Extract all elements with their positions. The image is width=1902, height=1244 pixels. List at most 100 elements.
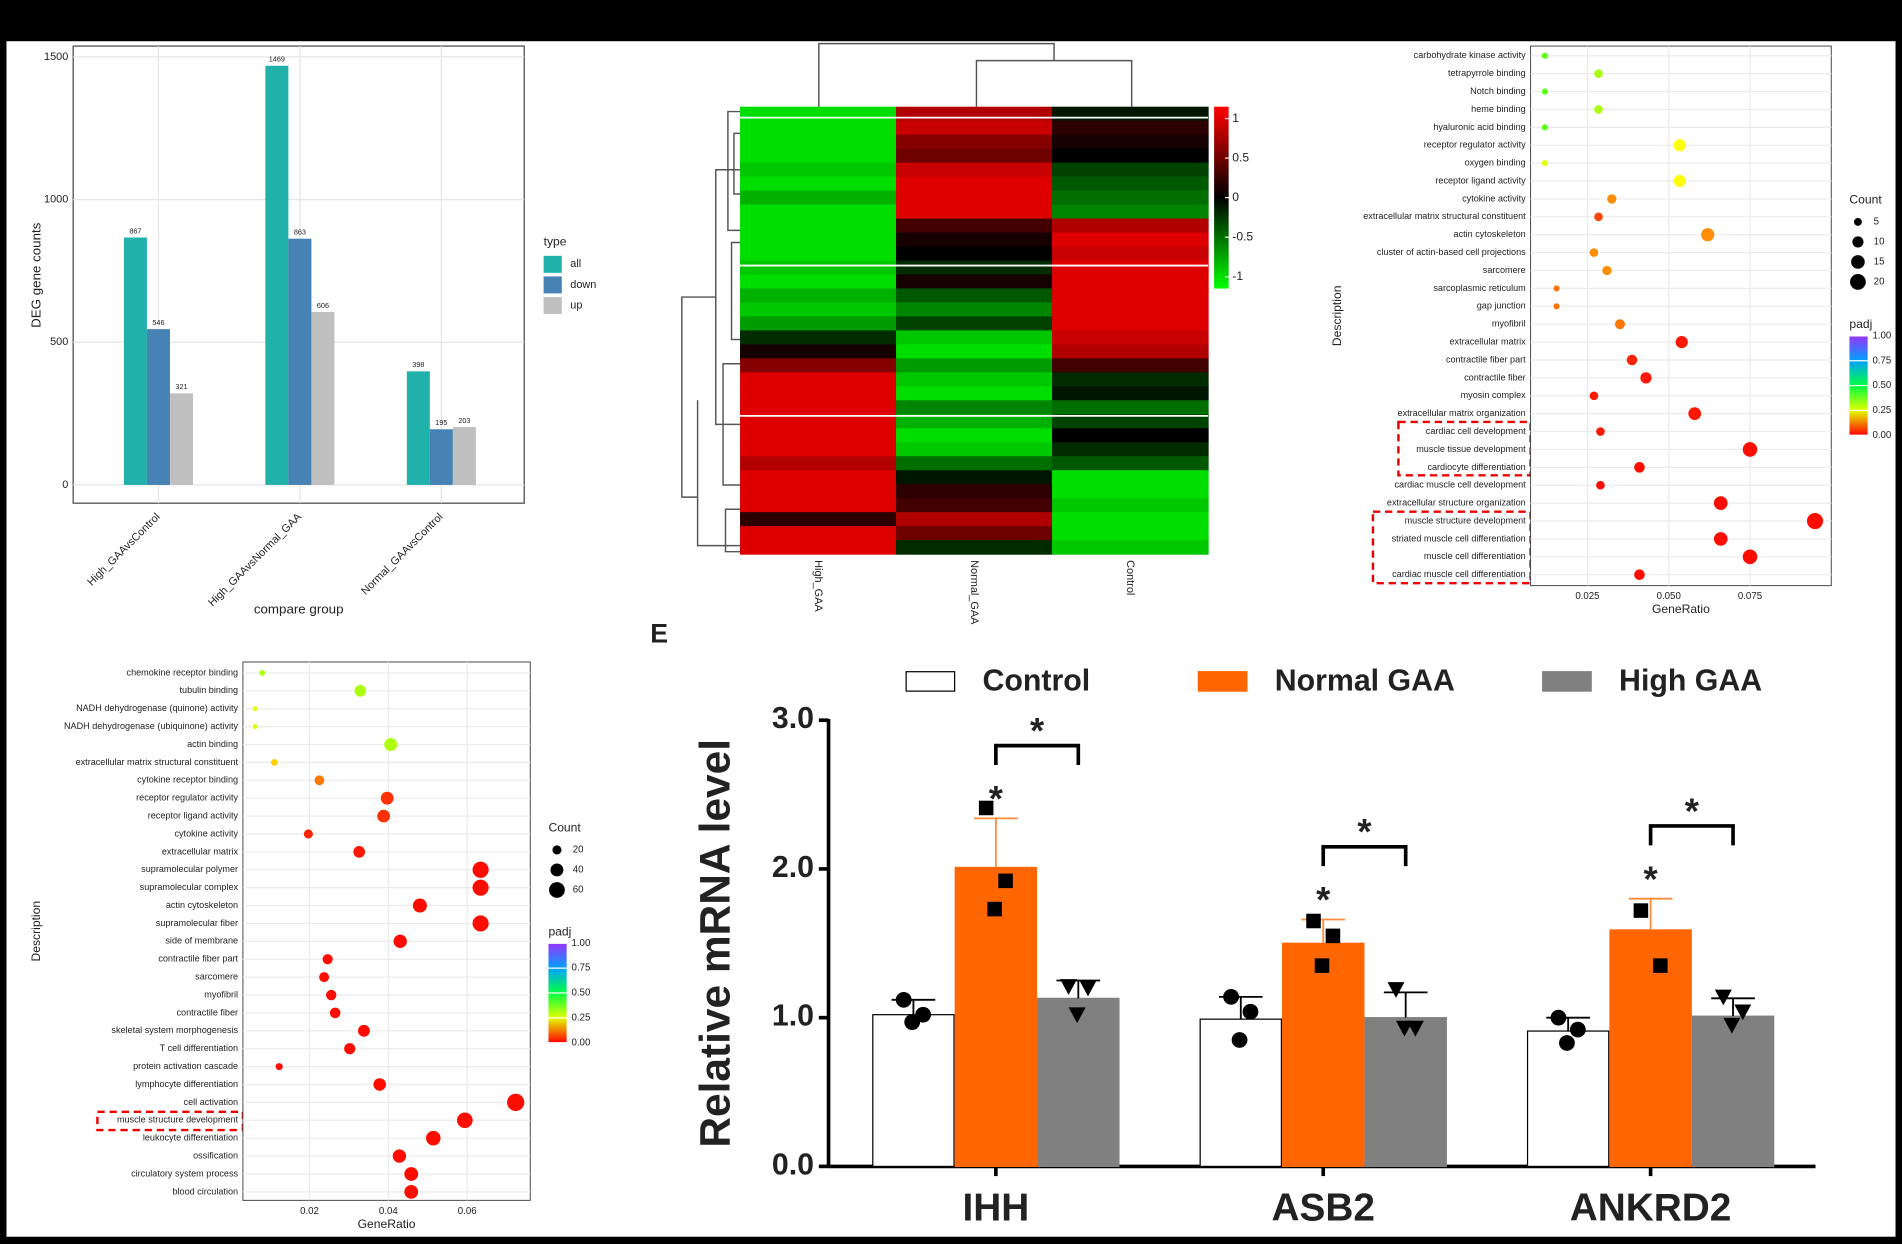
legend-title: type bbox=[544, 235, 567, 249]
x-tick-label: IHH bbox=[962, 1186, 1029, 1229]
heatmap-cell bbox=[896, 484, 1053, 499]
heatmap-cell bbox=[1052, 246, 1209, 262]
legend-title: Count bbox=[548, 820, 581, 834]
data-point bbox=[998, 873, 1013, 889]
bar bbox=[169, 393, 194, 485]
bar bbox=[288, 238, 312, 485]
heatmap-cell bbox=[740, 428, 897, 443]
heatmap-cell bbox=[896, 358, 1053, 373]
dot bbox=[1553, 285, 1560, 292]
dot bbox=[1541, 124, 1548, 131]
y-tick-label: actin cytoskeleton bbox=[1454, 229, 1526, 239]
legend-key bbox=[543, 276, 562, 294]
column-label: Control bbox=[1124, 560, 1136, 595]
dot bbox=[314, 775, 325, 786]
heatmap-cell bbox=[740, 526, 897, 541]
dot bbox=[1614, 319, 1625, 330]
y-tick-label: cytokine activity bbox=[1462, 193, 1526, 203]
heatmap-cell bbox=[1052, 302, 1209, 318]
legend-label: 15 bbox=[1874, 256, 1885, 267]
data-point bbox=[1633, 903, 1649, 918]
y-tick-label: extracellular matrix structural constitu… bbox=[1363, 211, 1526, 221]
dot bbox=[354, 684, 367, 697]
bar bbox=[872, 1014, 955, 1168]
color-bar-label: 1 bbox=[1232, 111, 1239, 125]
y-tick-label: extracellular matrix structural constitu… bbox=[76, 757, 239, 767]
heatmap-cell bbox=[896, 134, 1053, 150]
heatmap-cell bbox=[896, 162, 1053, 178]
bar bbox=[146, 329, 170, 485]
legend-title: Count bbox=[1849, 192, 1882, 206]
heatmap-cell bbox=[896, 470, 1053, 485]
y-tick-label: receptor regulator activity bbox=[1424, 140, 1526, 150]
y-tick-label: 1500 bbox=[44, 51, 68, 63]
bar-value-label: 398 bbox=[412, 360, 424, 369]
dot bbox=[1589, 391, 1599, 401]
heatmap-cell bbox=[1052, 526, 1209, 541]
heatmap-cell bbox=[740, 372, 897, 387]
y-tick-label: carbohydrate kinase activity bbox=[1414, 50, 1526, 60]
dendrogram bbox=[681, 42, 1133, 553]
error-bar bbox=[1711, 997, 1755, 1017]
dot bbox=[1541, 88, 1548, 95]
dot bbox=[373, 1078, 386, 1091]
heatmap-cell bbox=[740, 330, 897, 345]
color-bar-label: -0.5 bbox=[1232, 229, 1253, 243]
y-tick-label: extracellular matrix bbox=[1450, 336, 1527, 346]
heatmap-cell bbox=[896, 428, 1053, 443]
heatmap-cell bbox=[1052, 442, 1209, 457]
y-tick-label: actin binding bbox=[187, 739, 238, 749]
dot bbox=[1742, 442, 1758, 457]
heatmap-cell bbox=[896, 176, 1053, 192]
data-point bbox=[1387, 982, 1405, 998]
legend-key bbox=[1542, 671, 1592, 692]
dot bbox=[1806, 512, 1824, 530]
heatmap-cell bbox=[740, 148, 897, 164]
y-axis-title: DEG gene counts bbox=[28, 222, 43, 328]
dot bbox=[472, 879, 489, 896]
y-tick-label: cardiocyte differentiation bbox=[1427, 462, 1525, 472]
y-tick-label: gap junction bbox=[1477, 301, 1526, 311]
heatmap-cell bbox=[740, 498, 897, 513]
heatmap-cell bbox=[896, 386, 1053, 401]
data-point bbox=[1723, 1017, 1741, 1034]
y-tick-label: myosin complex bbox=[1461, 390, 1527, 400]
heatmap-cell bbox=[740, 288, 897, 304]
color-bar-label: 0 bbox=[1232, 190, 1239, 204]
y-tick-label: actin cytoskeleton bbox=[166, 900, 238, 910]
y-tick-label: receptor regulator activity bbox=[136, 793, 238, 803]
heatmap-cell bbox=[1052, 148, 1209, 164]
legend-title: padj bbox=[548, 925, 571, 939]
dot bbox=[357, 1024, 370, 1037]
heatmap-cell bbox=[896, 414, 1053, 429]
legend-label: 10 bbox=[1874, 236, 1885, 247]
heatmap-cell bbox=[896, 302, 1053, 318]
y-tick-label: NADH dehydrogenase (ubiquinone) activity bbox=[64, 721, 239, 731]
x-tick-label: 0.04 bbox=[379, 1206, 398, 1217]
dot bbox=[1713, 532, 1728, 546]
heatmap-cell bbox=[740, 246, 897, 262]
x-tick-label: 0.050 bbox=[1657, 591, 1682, 602]
heatmap-cell bbox=[896, 330, 1053, 345]
heatmap-cell bbox=[896, 120, 1053, 136]
legend-dot bbox=[1853, 217, 1862, 226]
y-tick-label: myofibril bbox=[1492, 319, 1526, 329]
dot bbox=[1553, 303, 1560, 310]
legend-label: 60 bbox=[573, 885, 584, 896]
dot bbox=[1594, 69, 1603, 78]
bar bbox=[311, 312, 335, 485]
heatmap-cell bbox=[1052, 344, 1209, 359]
legend-dot bbox=[549, 882, 565, 898]
y-tick-label: receptor ligand activity bbox=[1435, 175, 1526, 185]
significance-star: * bbox=[1357, 811, 1372, 852]
x-axis-title: GeneRatio bbox=[358, 1217, 416, 1231]
dot bbox=[1688, 407, 1702, 421]
dot bbox=[322, 954, 333, 965]
legend-dot bbox=[550, 863, 564, 877]
dot bbox=[344, 1043, 356, 1055]
heatmap-cell bbox=[1052, 204, 1209, 220]
bar bbox=[406, 371, 430, 485]
legend-label: High GAA bbox=[1619, 665, 1762, 698]
dot bbox=[1607, 194, 1617, 204]
y-tick-label: lymphocyte differentiation bbox=[135, 1079, 238, 1089]
